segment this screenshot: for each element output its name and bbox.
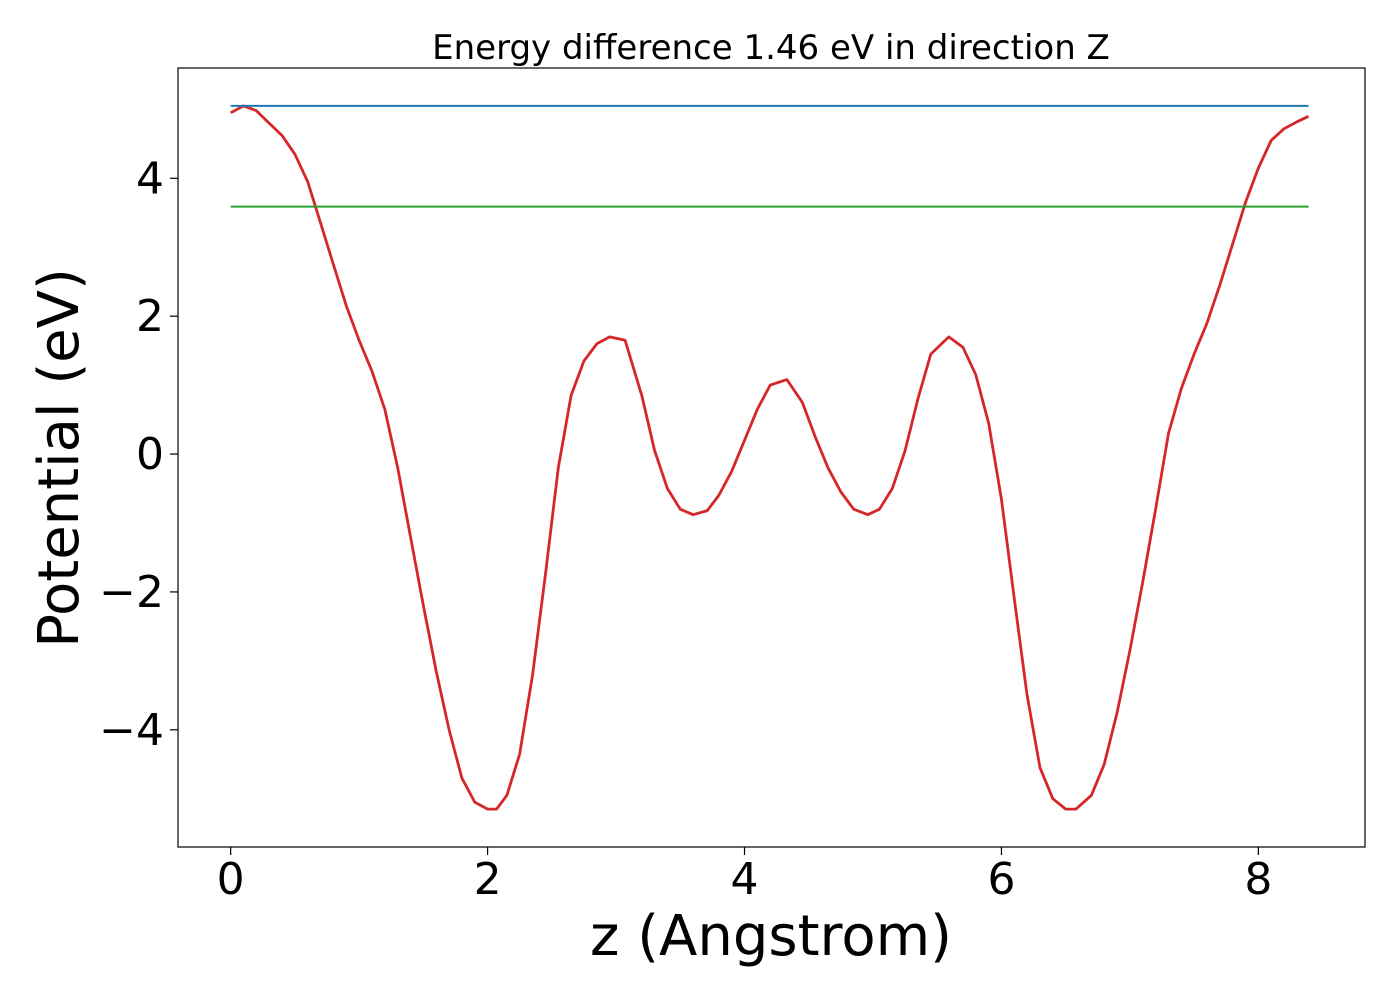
- y-axis: −4 −2 0 2 4: [99, 153, 178, 756]
- x-tick-label: 4: [731, 854, 759, 905]
- y-tick-label: −2: [99, 567, 164, 618]
- y-tick-label: 2: [136, 291, 164, 342]
- x-tick-label: 0: [217, 854, 245, 905]
- x-axis-label: z (Angstrom): [590, 904, 952, 969]
- series-line-1: [230, 104, 1310, 811]
- x-tick-label: 8: [1244, 854, 1272, 905]
- y-tick-label: 0: [136, 429, 164, 480]
- series-layer: [230, 104, 1310, 811]
- x-tick-label: 2: [474, 854, 502, 905]
- y-tick-label: −4: [99, 705, 164, 756]
- y-tick-label: 4: [136, 153, 164, 204]
- x-tick-label: 6: [987, 854, 1015, 905]
- y-axis-label: Potential (eV): [27, 268, 92, 648]
- x-axis: 0 2 4 6 8: [217, 847, 1272, 905]
- plot-frame: [177, 67, 1366, 848]
- chart-title: Energy difference 1.46 eV in direction Z: [432, 28, 1110, 68]
